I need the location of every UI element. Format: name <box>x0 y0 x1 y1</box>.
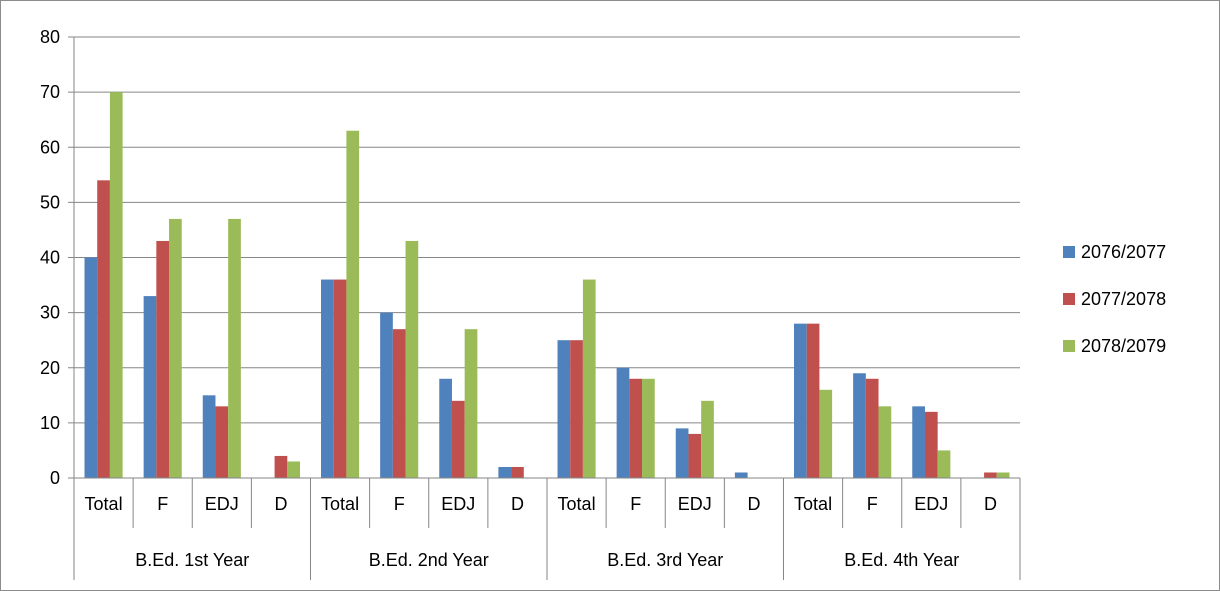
y-tick-label: 60 <box>40 137 60 157</box>
y-tick-label: 80 <box>40 27 60 47</box>
bar <box>156 240 170 478</box>
group-label: B.Ed. 1st Year <box>135 550 249 570</box>
bar <box>675 428 689 478</box>
bar <box>97 180 110 478</box>
bar <box>405 240 419 478</box>
legend-label: 2077/2078 <box>1081 289 1166 309</box>
x-tick-label: EDJ <box>914 494 948 514</box>
bar <box>865 378 879 478</box>
legend-label: 2078/2079 <box>1081 336 1166 356</box>
x-tick-label: Total <box>558 494 596 514</box>
bar <box>616 367 630 478</box>
bar <box>570 340 583 478</box>
bar <box>169 218 182 478</box>
x-tick-label: F <box>157 494 168 514</box>
bars <box>84 92 1010 478</box>
bar <box>84 257 98 478</box>
y-tick-label: 30 <box>40 303 60 323</box>
legend-swatch <box>1063 340 1075 352</box>
bar <box>937 450 951 478</box>
bar <box>734 472 748 478</box>
bar <box>996 472 1010 478</box>
bar <box>287 461 300 478</box>
y-tick-label: 10 <box>40 413 60 433</box>
y-tick-label: 70 <box>40 82 60 102</box>
x-tick-label: Total <box>85 494 123 514</box>
bar <box>274 455 288 478</box>
legend-label: 2076/2077 <box>1081 242 1166 262</box>
bar <box>819 389 833 478</box>
bar <box>878 406 892 478</box>
x-tick-label: D <box>511 494 524 514</box>
bar <box>451 400 465 478</box>
bar <box>582 279 596 478</box>
bar <box>642 378 655 478</box>
bar <box>806 323 820 478</box>
x-tick-label: Total <box>321 494 359 514</box>
bar <box>228 218 241 478</box>
legend: 2076/2077 2077/2078 2078/2079 <box>1063 242 1166 356</box>
x-tick-label: F <box>867 494 878 514</box>
x-tick-label: D <box>747 494 760 514</box>
bar <box>511 466 524 478</box>
x-tick-label: D <box>984 494 997 514</box>
bar <box>701 400 714 478</box>
bar <box>143 296 157 478</box>
bar <box>333 279 347 478</box>
x-tick-label: Total <box>794 494 832 514</box>
group-label: B.Ed. 2nd Year <box>369 550 489 570</box>
bar <box>321 279 334 478</box>
bar <box>688 433 702 478</box>
bar <box>984 472 997 478</box>
legend-swatch <box>1063 246 1075 258</box>
bar <box>924 411 938 478</box>
bar <box>794 323 807 478</box>
y-tick-label: 0 <box>50 468 60 488</box>
bar <box>464 329 478 478</box>
bar <box>439 378 452 478</box>
bar <box>853 373 866 478</box>
legend-swatch <box>1063 293 1075 305</box>
x-tick-label: EDJ <box>678 494 712 514</box>
x-tick-label: EDJ <box>441 494 475 514</box>
bar <box>346 130 360 478</box>
bar <box>380 312 393 478</box>
x-tick-label: D <box>274 494 287 514</box>
group-label: B.Ed. 4th Year <box>844 550 959 570</box>
y-tick-label: 40 <box>40 248 60 268</box>
axes: 0 10 20 30 40 50 60 70 80 Total F EDJ D Total F EDJ D Tot… <box>40 27 1021 580</box>
y-tick-label: 20 <box>40 358 60 378</box>
x-tick-label: F <box>394 494 405 514</box>
bar <box>109 92 123 478</box>
x-tick-label: EDJ <box>205 494 239 514</box>
bar <box>392 329 406 478</box>
x-tick-label: F <box>630 494 641 514</box>
bar <box>202 395 216 478</box>
bar <box>498 466 512 478</box>
bar <box>557 340 571 478</box>
bar <box>215 406 229 478</box>
group-label: B.Ed. 3rd Year <box>607 550 723 570</box>
y-tick-label: 50 <box>40 192 60 212</box>
bar <box>629 378 643 478</box>
bar <box>912 406 925 478</box>
